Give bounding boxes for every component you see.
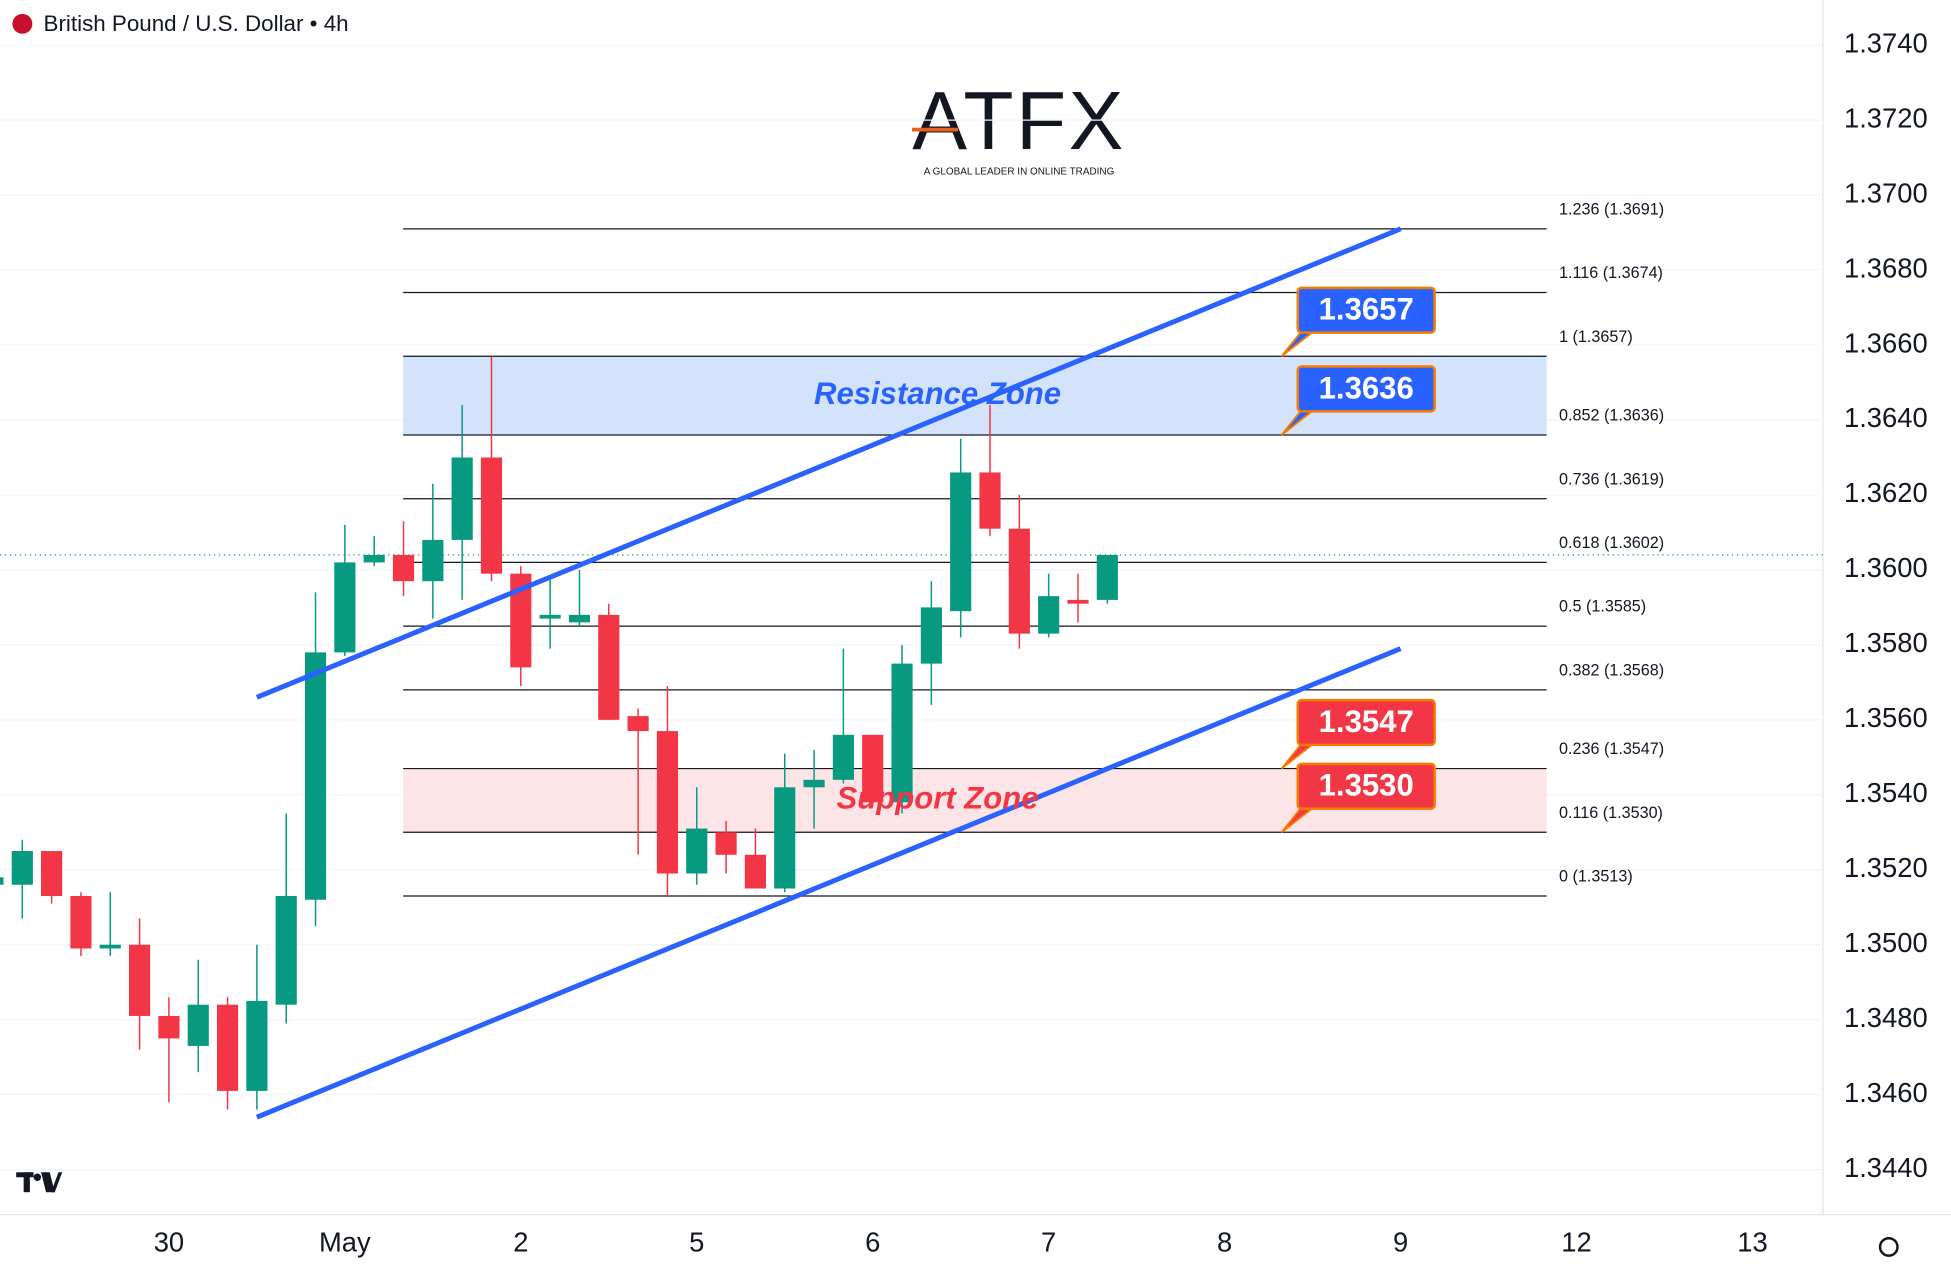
candle-body: [510, 573, 532, 668]
x-tick-label: 13: [1737, 1227, 1767, 1258]
x-tick-label: May: [319, 1227, 371, 1258]
trend-line: [255, 226, 1402, 700]
fib-label: 0 (1.3513): [1559, 868, 1633, 886]
trend-line: [255, 646, 1402, 1120]
plot-area: [0, 44, 1823, 1171]
candle-body: [832, 734, 854, 780]
candle-body: [70, 896, 92, 949]
price-callout-label: 1.3530: [1319, 768, 1414, 803]
candle-body: [392, 554, 415, 582]
candle-body: [99, 944, 121, 949]
candle-body: [216, 1004, 239, 1091]
fib-label: 0.852 (1.3636): [1559, 407, 1664, 425]
candle-body: [363, 554, 385, 563]
x-tick-label: 30: [154, 1227, 184, 1258]
candle-body: [304, 652, 327, 900]
candle-body: [246, 1000, 268, 1091]
candle-body: [686, 828, 708, 874]
fib-label: 1.236 (1.3691): [1559, 200, 1664, 218]
fib-label: 1.116 (1.3674): [1559, 264, 1663, 282]
candle-body: [451, 457, 473, 540]
y-tick-label: 1.3520: [1844, 852, 1928, 883]
price-callout: [1296, 698, 1436, 747]
y-tick-label: 1.3600: [1844, 552, 1928, 583]
candle-body: [715, 832, 737, 855]
candle-body: [891, 663, 913, 803]
candle-body: [862, 734, 884, 803]
fib-label: 0.5 (1.3585): [1559, 598, 1646, 616]
candle-body: [334, 562, 356, 653]
candle-body: [539, 614, 561, 619]
y-tick-label: 1.3660: [1844, 327, 1928, 358]
y-tick-label: 1.3700: [1844, 177, 1928, 208]
x-tick-label: 2: [513, 1227, 528, 1258]
y-tick-label: 1.3740: [1844, 27, 1928, 58]
price-callout: [1296, 286, 1436, 334]
candle-body: [275, 896, 297, 1005]
y-tick-label: 1.3680: [1844, 252, 1928, 283]
fib-label: 0.116 (1.3530): [1559, 804, 1663, 822]
logo-tagline: A GLOBAL LEADER IN ONLINE TRADING: [924, 167, 1115, 178]
candle-body: [1008, 528, 1030, 634]
flag-icon: [12, 13, 33, 34]
x-tick-label: 5: [689, 1227, 704, 1258]
tv-logo: [16, 1172, 63, 1193]
fib-label: 0.618 (1.3602): [1559, 534, 1664, 552]
settings-icon[interactable]: [1878, 1236, 1899, 1257]
y-tick-label: 1.3640: [1844, 402, 1928, 433]
x-tick-label: 7: [1041, 1227, 1056, 1258]
candle-body: [979, 472, 1001, 529]
candle-body: [803, 779, 825, 788]
candle-body: [1038, 596, 1060, 634]
candle-body: [920, 607, 942, 664]
y-tick-label: 1.3500: [1844, 927, 1928, 958]
y-tick-label: 1.3560: [1844, 702, 1928, 733]
candle-body: [187, 1004, 209, 1046]
candle-body: [0, 877, 4, 885]
candle-body: [158, 1015, 180, 1039]
price-callout: [1296, 365, 1436, 413]
candle-body: [422, 539, 444, 582]
price-callout-label: 1.3547: [1319, 704, 1414, 739]
x-tick-label: 6: [865, 1227, 880, 1258]
candle-body: [627, 716, 649, 732]
y-tick-label: 1.3580: [1844, 627, 1928, 658]
candle-body: [480, 457, 503, 574]
fib-label: 0.382 (1.3568): [1559, 661, 1664, 679]
price-callout-label: 1.3636: [1319, 370, 1414, 405]
y-tick-label: 1.3440: [1844, 1152, 1928, 1183]
candle-body: [41, 851, 63, 897]
zone-label: Support Zone: [837, 781, 1039, 816]
y-tick-label: 1.3460: [1844, 1077, 1928, 1108]
price-callout-label: 1.3657: [1319, 292, 1414, 327]
candle-body: [11, 851, 33, 885]
zone-label: Resistance Zone: [814, 376, 1061, 411]
symbol-title: British Pound / U.S. Dollar • 4h: [44, 11, 349, 36]
y-tick-label: 1.3540: [1844, 777, 1928, 808]
logo: ATFX: [912, 76, 1126, 167]
candle-body: [568, 614, 591, 623]
x-tick-label: 9: [1393, 1227, 1408, 1258]
candle-body: [598, 614, 620, 720]
price-callout: [1296, 762, 1436, 810]
candle-body: [744, 854, 766, 889]
fib-label: 1 (1.3657): [1559, 328, 1633, 346]
x-tick-label: 9: [0, 1227, 1, 1258]
y-tick-label: 1.3720: [1844, 102, 1928, 133]
x-tick-label: 12: [1561, 1227, 1591, 1258]
fib-label: 0.236 (1.3547): [1559, 740, 1664, 758]
y-tick-label: 1.3620: [1844, 477, 1928, 508]
x-tick-label: 8: [1217, 1227, 1232, 1258]
y-tick-label: 1.3480: [1844, 1002, 1928, 1033]
candle-body: [656, 731, 679, 874]
candle-body: [1067, 599, 1089, 604]
candle-body: [774, 787, 796, 889]
candle-body: [129, 944, 151, 1016]
candle-body: [1096, 554, 1118, 600]
fib-label: 0.736 (1.3619): [1559, 470, 1664, 488]
candle-body: [950, 472, 972, 612]
